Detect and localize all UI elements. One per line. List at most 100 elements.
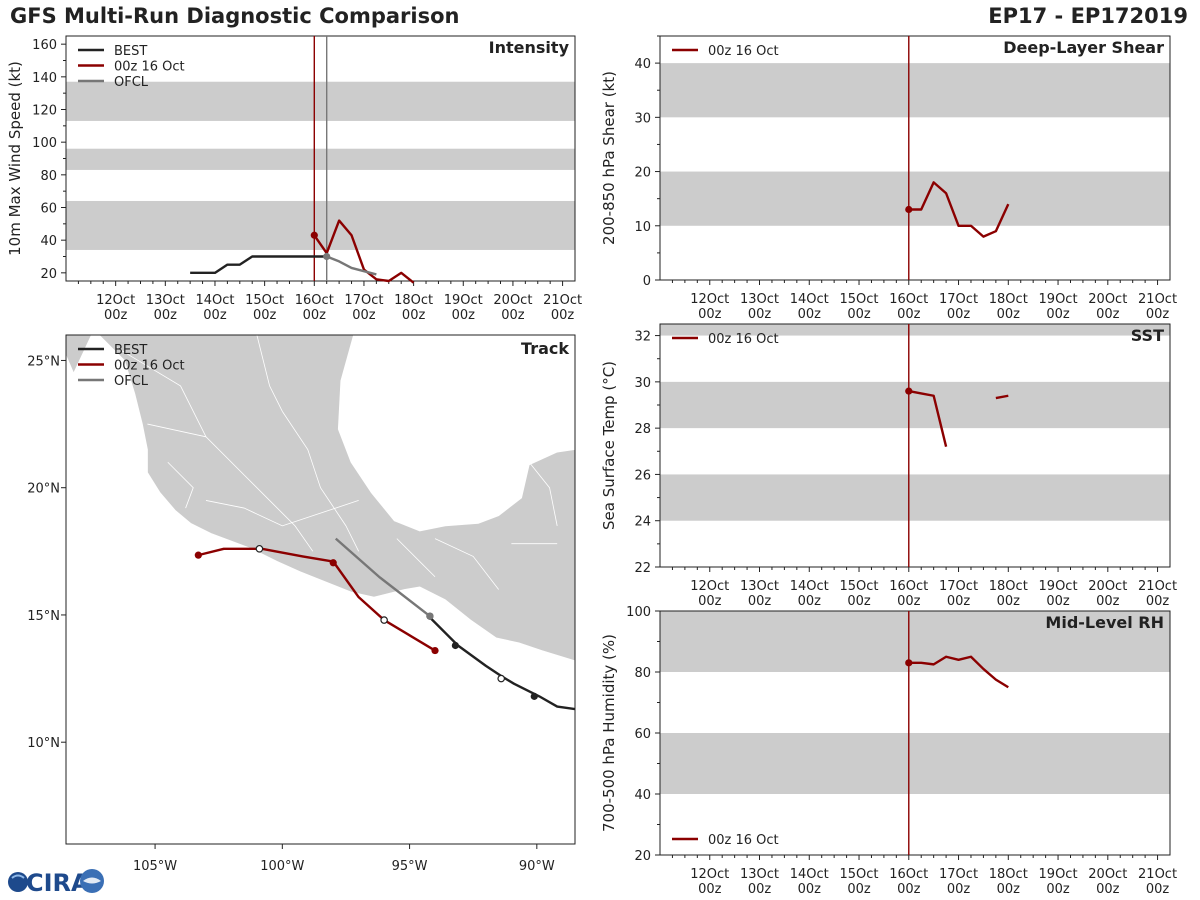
shear-xtick-label-hour: 00z [947,307,971,322]
track-panel: 105°W 100°W 95°W 90°W 10°N 15°N 20°N 25°N Track B… [27,334,576,874]
rh-panel: 2040608010012Oct00z13Oct00z14Oct00z15Oct… [600,605,1177,897]
track-point-open [380,616,388,624]
track-point-filled [329,559,337,567]
intensity-xtick-label-hour: 00z [352,308,376,323]
intensity-xtick-label-hour: 00z [452,308,476,323]
track-point-filled [426,612,434,620]
sst-panel: 22242628303212Oct00z13Oct00z14Oct00z15Oc… [600,323,1177,609]
intensity-ytick-label: 20 [40,267,57,282]
sst-xtick-label-hour: 00z [947,594,971,609]
track-lat-label: 10°N [27,736,60,751]
shear-xtick-label-day: 20Oct [1088,292,1127,307]
track-lat-label: 20°N [27,482,60,497]
sst-ytick-label: 32 [634,330,651,345]
intensity-xtick-label-day: 19Oct [444,293,483,308]
track-lat-label: 15°N [27,609,60,624]
track-lat-label: 25°N [27,354,60,369]
sst-frame [659,323,1171,568]
sst-xtick-label-hour: 00z [847,594,871,609]
cira-logo: CIRA [8,869,104,896]
sst-ytick-label: 30 [634,376,651,391]
sst-xtick-label-day: 21Oct [1138,579,1177,594]
sst-series-start-point [905,387,913,395]
rh-xtick-label-day: 14Oct [790,867,829,882]
shear-xtick-label-day: 16Oct [889,292,928,307]
track-point-filled [194,551,202,559]
shear-xtick-label-hour: 00z [1046,307,1070,322]
rh-xtick-label-hour: 00z [947,882,971,897]
intensity-xtick-label-hour: 00z [203,308,227,323]
sst-legend-label: 00z 16 Oct [708,332,779,347]
sst-xtick-label-hour: 00z [1096,594,1120,609]
intensity-xtick-label-hour: 00z [253,308,277,323]
shear-xtick-label-day: 15Oct [840,292,879,307]
track-state-border [281,411,360,552]
intensity-band [66,148,575,170]
sst-band [660,324,1170,336]
track-state-border [167,461,194,509]
shear-xtick-label-hour: 00z [748,307,772,322]
sst-band [660,381,1170,429]
intensity-xtick-label-hour: 00z [154,308,178,323]
sst-xtick-label-day: 14Oct [790,579,829,594]
rh-legend-label: 00z 16 Oct [708,833,779,848]
track-state-border [528,462,558,526]
sst-xtick-label-hour: 00z [698,594,722,609]
sst-title: SST [1131,326,1164,345]
shear-xtick-label-day: 13Oct [740,292,779,307]
track-land [66,335,575,662]
shear-ytick-label: 20 [634,166,651,181]
rh-xtick-label-day: 13Oct [740,867,779,882]
sst-series-line [908,389,948,447]
intensity-title: Intensity [489,38,570,57]
sst-ytick-label: 24 [634,515,651,530]
sst-xtick-label-day: 20Oct [1088,579,1127,594]
rh-xtick-label-day: 18Oct [989,867,1028,882]
track-state-border [243,474,314,552]
sst-xtick-label-day: 12Oct [690,579,729,594]
shear-xtick-label-hour: 00z [1146,307,1170,322]
shear-ylabel: 200-850 hPa Shear (kt) [600,71,618,245]
intensity-ytick-label: 40 [40,234,57,249]
rh-xtick-label-hour: 00z [748,882,772,897]
intensity-series-start-point [323,252,331,261]
shear-series-line [908,181,1010,238]
track-point-open [497,674,505,683]
rh-ytick-label: 40 [634,788,651,803]
sst-ytick-label: 22 [634,561,651,576]
shear-xtick-label-day: 12Oct [690,292,729,307]
shear-ytick-label: 40 [634,57,651,72]
sst-xtick-label-day: 13Oct [740,579,779,594]
rh-series-line [908,655,1009,689]
intensity-series-line [190,255,327,275]
track-legend-label: OFCL [114,374,149,389]
track-path [334,537,431,618]
sst-xtick-label-day: 17Oct [939,579,978,594]
sst-xtick-label-day: 15Oct [840,579,879,594]
shear-xtick-label-day: 19Oct [1039,292,1078,307]
track-title: Track [521,339,569,358]
shear-xtick-label-hour: 00z [847,307,871,322]
rh-xtick-label-hour: 00z [798,882,822,897]
track-frame [65,334,576,845]
shear-panel: 01020304012Oct00z13Oct00z14Oct00z15Oct00… [600,35,1177,322]
shear-xtick-label-hour: 00z [897,307,921,322]
intensity-ytick-label: 80 [40,169,57,184]
sst-ylabel: Sea Surface Temp (°C) [600,361,618,530]
sst-xtick-label-day: 19Oct [1039,579,1078,594]
intensity-xtick-label-day: 13Oct [146,293,185,308]
shear-xtick-label-hour: 00z [798,307,822,322]
sst-xtick-label-day: 16Oct [889,579,928,594]
track-path [429,616,575,711]
intensity-xtick-label-hour: 00z [501,308,525,323]
shear-xtick-label-day: 18Oct [989,292,1028,307]
shear-xtick-label-day: 14Oct [790,292,829,307]
rh-ytick-label: 80 [634,666,651,681]
track-lon-label: 105°W [133,859,177,874]
intensity-legend-label: BEST [114,44,147,59]
track-point-open [255,544,264,553]
track-lon-label: 90°W [519,859,555,874]
rh-series-start-point [905,659,913,667]
track-state-border [147,423,207,438]
